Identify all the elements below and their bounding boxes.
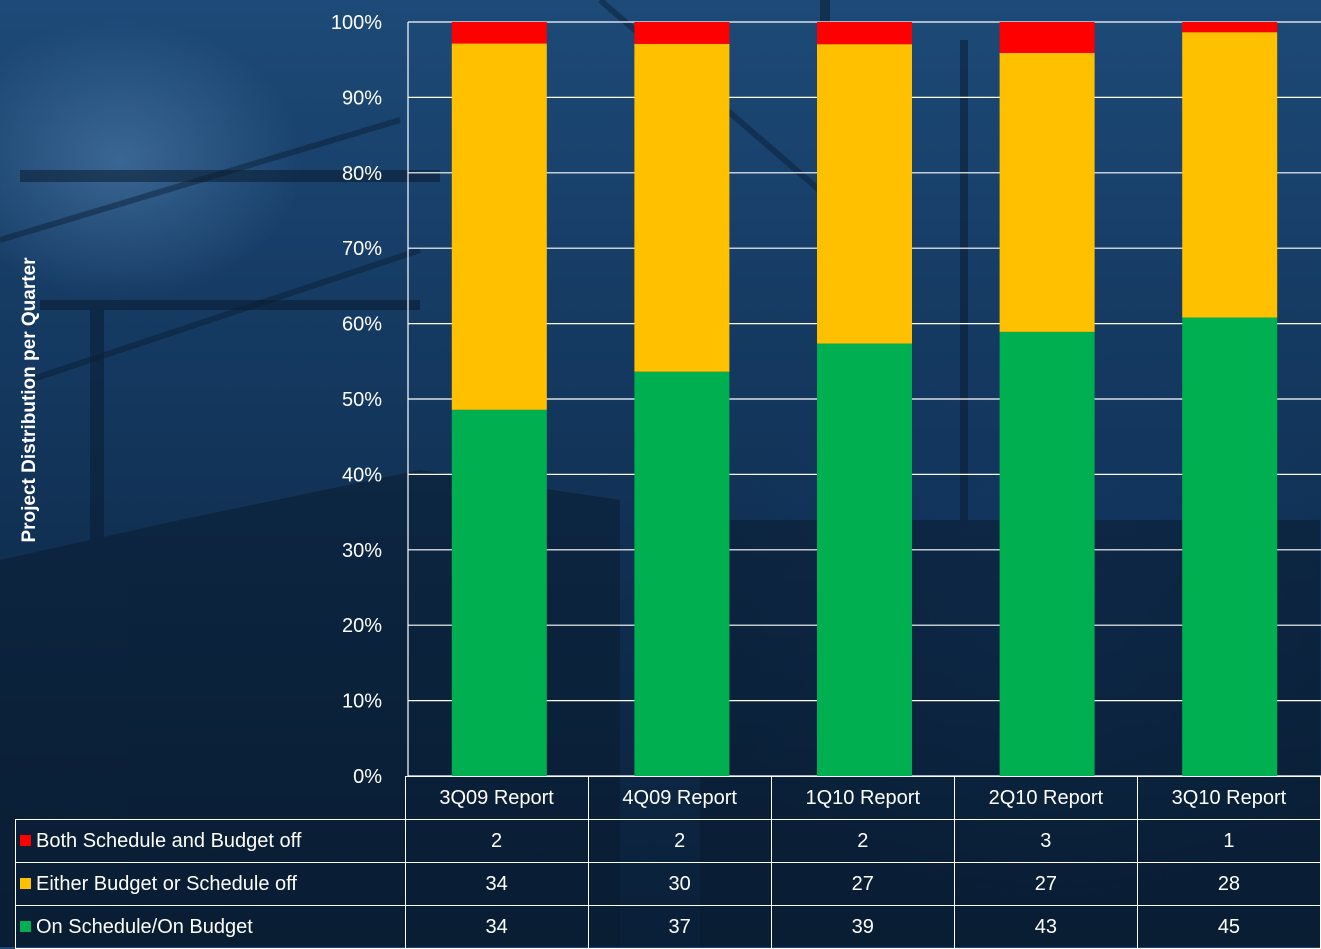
table-cell: 34 [404, 905, 589, 949]
bar-segment [1182, 32, 1278, 318]
table-cell: 27 [953, 862, 1138, 906]
table-cell: 3 [953, 819, 1138, 863]
table-cell: 39 [770, 905, 955, 949]
table-row: Either Budget or Schedule off 34 30 27 2… [15, 862, 1321, 906]
category-header: 1Q10 Report [770, 776, 955, 820]
legend-row-header: On Schedule/On Budget [15, 905, 406, 949]
legend-swatch-yellow [20, 877, 31, 889]
bar-segment [817, 44, 912, 344]
y-tick-label: 30% [342, 540, 382, 562]
table-row: On Schedule/On Budget 34 37 39 43 45 [15, 905, 1321, 949]
table-cell: 43 [953, 905, 1138, 949]
y-axis-label: Project Distribution per Quarter [19, 257, 40, 543]
bar-segment [451, 22, 547, 44]
table-cell: 28 [1136, 862, 1321, 906]
table-corner-cell [15, 776, 406, 820]
y-tick-label: 10% [342, 691, 382, 713]
bar-segment [999, 331, 1095, 776]
bar-segment [1182, 22, 1278, 33]
bar-segment [634, 43, 730, 372]
bar-segment [1182, 317, 1278, 776]
table-header-row: 3Q09 Report 4Q09 Report 1Q10 Report 2Q10… [15, 776, 1321, 820]
bar-segment [451, 43, 547, 410]
table-cell: 2 [404, 819, 589, 863]
bar-segment [817, 22, 912, 45]
table-row: Both Schedule and Budget off 2 2 2 3 1 [15, 819, 1321, 863]
table-cell: 2 [770, 819, 955, 863]
legend-label: On Schedule/On Budget [36, 915, 253, 938]
legend-swatch-green [20, 920, 31, 932]
legend-label: Both Schedule and Budget off [36, 829, 302, 852]
bar-segment [999, 22, 1095, 53]
table-cell: 27 [770, 862, 955, 906]
bar-segment [451, 409, 547, 776]
category-header: 3Q09 Report [404, 776, 589, 820]
legend-row-header: Either Budget or Schedule off [15, 862, 406, 906]
bar-segment [999, 52, 1095, 332]
category-header: 2Q10 Report [953, 776, 1138, 820]
table-cell: 1 [1136, 819, 1321, 863]
legend-swatch-red [20, 834, 31, 846]
y-tick-label: 90% [342, 87, 382, 109]
data-table: 3Q09 Report 4Q09 Report 1Q10 Report 2Q10… [15, 776, 1321, 949]
y-tick-label: 70% [342, 238, 382, 260]
y-tick-label: 60% [342, 314, 382, 336]
y-tick-label: 40% [342, 464, 382, 486]
y-tick-label: 20% [342, 615, 382, 637]
table-cell: 37 [587, 905, 772, 949]
bar-segment [634, 371, 730, 776]
table-cell: 30 [587, 862, 772, 906]
table-cell: 2 [587, 819, 772, 863]
y-tick-label: 50% [342, 389, 382, 411]
bar-segment [817, 343, 912, 776]
legend-row-header: Both Schedule and Budget off [15, 819, 406, 863]
category-header: 3Q10 Report [1136, 776, 1321, 820]
category-header: 4Q09 Report [587, 776, 772, 820]
legend-label: Either Budget or Schedule off [36, 872, 297, 895]
bar-segment [634, 22, 730, 44]
y-tick-label: 100% [331, 12, 382, 34]
table-cell: 45 [1136, 905, 1321, 949]
table-cell: 34 [404, 862, 589, 906]
y-tick-label: 80% [342, 163, 382, 185]
